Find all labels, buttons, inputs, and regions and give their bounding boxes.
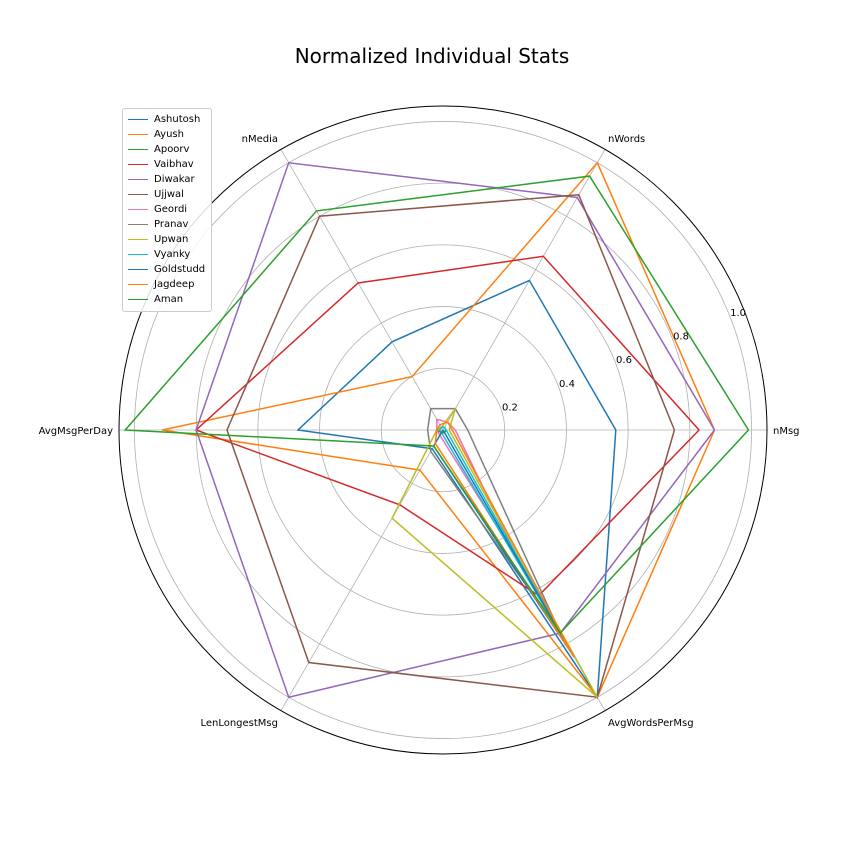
axis-label-AvgMsgPerDay: AvgMsgPerDay [39,426,113,437]
legend-label: Vaibhav [154,159,194,170]
legend-label: Pranav [154,219,189,230]
legend-label: Upwan [154,234,189,245]
legend-item-geordi: Geordi [128,202,205,217]
radar-labels: 0.2 0.4 0.6 0.8 1.0 nMsg nWords nMedia AvgMsgPer… [39,134,800,729]
legend-item-aman: Aman [128,292,205,307]
radial-tick-label-0: 0.2 [502,402,518,413]
axis-label-nMsg: nMsg [773,426,800,437]
legend-item-diwakar: Diwakar [128,172,205,187]
legend-swatch [128,179,148,180]
series-line-aman [123,175,750,635]
radial-tick-label-2: 0.6 [616,355,632,366]
legend-item-vaibhav: Vaibhav [128,157,205,172]
legend-item-goldstudd: Goldstudd [128,262,205,277]
radar-series [123,161,750,700]
legend-item-ujjwal: Ujjwal [128,187,205,202]
legend-swatch [128,149,148,150]
legend-item-ayush: Ayush [128,127,205,142]
spoke-nMedia [280,149,444,431]
spoke-LenLongestMsg [280,429,444,711]
legend-item-pranav: Pranav [128,217,205,232]
legend-swatch [128,299,148,300]
legend-swatch [128,254,148,255]
legend-label: Ashutosh [154,114,201,125]
legend-item-vyanky: Vyanky [128,247,205,262]
legend-swatch [128,119,148,120]
legend-label: Goldstudd [154,264,206,275]
legend-label: Ayush [154,129,184,140]
legend-swatch [128,209,148,210]
chart-title: Normalized Individual Stats [294,44,570,68]
axis-label-AvgWordsPerMsg: AvgWordsPerMsg [608,718,694,729]
legend-label: Geordi [154,204,188,215]
legend-swatch [128,194,148,195]
series-line-goldstudd [432,429,575,658]
legend-item-ashutosh: Ashutosh [128,112,205,127]
legend-swatch [128,284,148,285]
radial-tick-label-3: 0.8 [673,332,689,343]
legend-swatch [128,134,148,135]
legend: Ashutosh Ayush Apoorv Vaibhav Diwakar Ujjwal G… [122,108,213,312]
legend-label: Ujjwal [154,189,184,200]
outer-frame [118,105,768,755]
legend-label: Jagdeep [154,279,195,290]
legend-item-jagdeep: Jagdeep [128,277,205,292]
spoke-nWords [442,149,606,431]
legend-label: Vyanky [154,249,191,260]
legend-label: Diwakar [154,174,195,185]
radial-tick-label-1: 0.4 [559,379,575,390]
axis-label-nWords: nWords [608,134,645,145]
legend-label: Aman [154,294,184,305]
legend-swatch [128,239,148,240]
series-line-vaibhav [194,255,700,597]
legend-item-apoorv: Apoorv [128,142,205,157]
axis-label-nMedia: nMedia [242,134,278,145]
legend-swatch [128,269,148,270]
series-line-jagdeep [434,421,575,658]
legend-item-upwan: Upwan [128,232,205,247]
series-line-upwan [391,408,598,698]
legend-swatch [128,164,148,165]
radial-tick-label-4: 1.0 [730,308,746,319]
axis-label-LenLongestMsg: LenLongestMsg [200,718,278,729]
legend-label: Apoorv [154,144,190,155]
legend-swatch [128,224,148,225]
